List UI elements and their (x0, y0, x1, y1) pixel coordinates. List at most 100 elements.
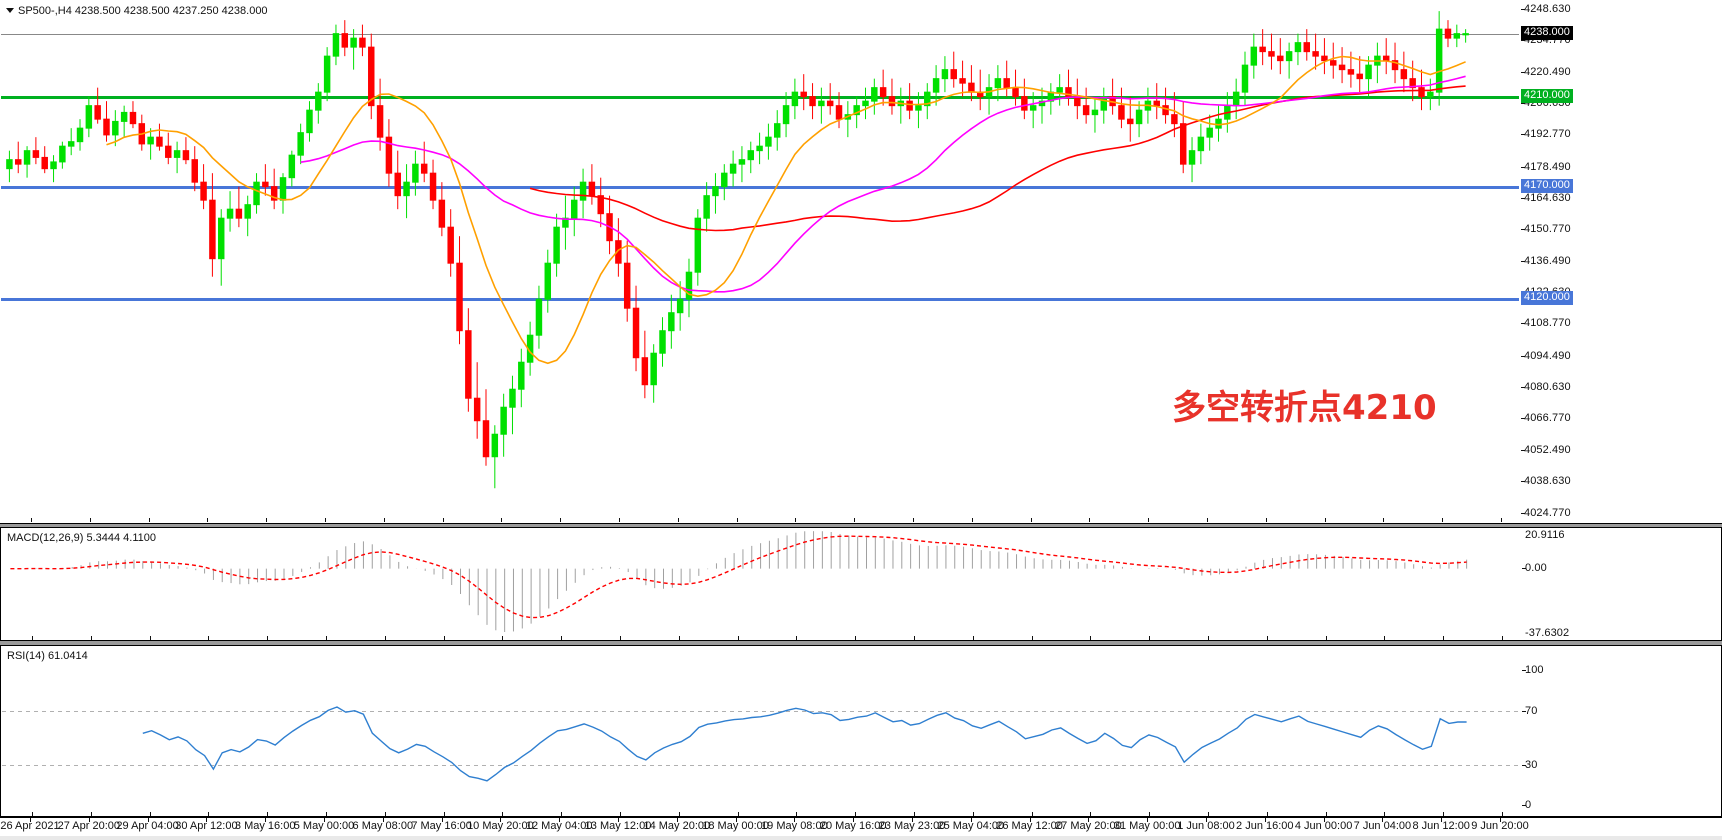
time-grid-mark (1207, 518, 1208, 522)
time-grid-mark (1149, 812, 1151, 816)
price-level-line-4120.000[interactable] (1, 298, 1519, 302)
time-tick-mark (1206, 818, 1207, 822)
price-tick-mark (1521, 166, 1525, 168)
time-tick-label: 23 May 23:00 (878, 820, 946, 832)
rsi-tick-label: 70 (1525, 704, 1538, 717)
rsi-label: RSI(14) 61.0414 (7, 650, 88, 662)
time-grid-mark (326, 812, 327, 816)
time-grid-mark (678, 812, 680, 816)
macd-label: MACD(12,26,9) 5.3444 4.1100 (7, 532, 156, 544)
time-grid-mark (795, 518, 797, 522)
price-tick-mark (1521, 197, 1525, 199)
time-grid-mark (90, 812, 92, 816)
time-tick-label: 1 Jun 08:00 (1177, 820, 1235, 832)
price-tick-mark (1521, 481, 1525, 483)
time-tick-mark (1088, 818, 1090, 822)
price-level-line-4170.000[interactable] (1, 185, 1519, 189)
time-tick-label: 4 Jun 00:00 (1294, 820, 1353, 832)
time-tick-mark (265, 818, 267, 822)
time-tick-label: 20 May 16:00 (819, 820, 887, 832)
panel-separator[interactable] (0, 524, 1722, 527)
macd-scale (1519, 528, 1721, 640)
time-tick-mark (441, 818, 443, 822)
time-grid-mark (384, 636, 386, 640)
time-tick-mark (1441, 818, 1443, 822)
time-grid-mark (208, 812, 210, 816)
price-tick-label: 4164.630 (1524, 191, 1571, 204)
time-grid-mark (914, 636, 915, 640)
price-badge-4210.000: 4210.000 (1521, 88, 1573, 103)
time-grid-mark (560, 518, 562, 522)
time-axis[interactable]: 26 Apr 2021 27 Apr 20:00 29 Apr 04:00 30 Ap… (0, 818, 1722, 840)
time-grid-mark (1383, 518, 1385, 522)
time-grid-mark (266, 518, 268, 522)
macd-tick-mark (1522, 567, 1526, 569)
time-tick-mark (30, 818, 31, 822)
price-level-line-4210.000[interactable] (1, 95, 1519, 99)
macd-plot-area[interactable] (2, 529, 1520, 640)
time-grid-mark (855, 636, 857, 640)
time-grid-mark (1148, 518, 1150, 522)
time-grid-mark (32, 812, 33, 816)
price-tick-label: 4108.770 (1524, 317, 1571, 330)
time-tick-label: 6 May 08:00 (352, 820, 414, 832)
time-grid-mark (1502, 812, 1503, 816)
time-grid-mark (737, 636, 739, 640)
time-grid-mark (796, 636, 798, 640)
time-grid-mark (854, 518, 856, 522)
candlestick-series (6, 11, 1469, 489)
time-grid-mark (1384, 636, 1386, 640)
time-grid-mark (502, 636, 504, 640)
price-tick-label: 4024.770 (1524, 506, 1571, 519)
macd-series (10, 531, 1468, 633)
time-grid-mark (90, 636, 92, 640)
time-tick-mark (1500, 818, 1501, 822)
price-tick-label: 4066.770 (1524, 411, 1571, 424)
symbol-header: SP500-,H4 4238.500 4238.500 4237.250 423… (6, 5, 268, 17)
symbol-header-text: SP500-,H4 4238.500 4238.500 4237.250 423… (18, 5, 268, 17)
time-grid-mark (1090, 636, 1092, 640)
time-grid-mark (1089, 518, 1091, 522)
time-grid-mark (972, 636, 974, 640)
time-tick-mark (88, 818, 90, 822)
time-tick-label: 10 May 20:00 (467, 820, 534, 832)
price-tick-mark (1521, 8, 1525, 10)
time-grid-mark (1442, 518, 1444, 522)
time-tick-label: 13 May 12:00 (584, 820, 652, 832)
time-grid-mark (796, 812, 798, 816)
time-grid-mark (32, 636, 33, 640)
panel-separator[interactable] (0, 641, 1722, 645)
time-tick-label: 18 May 00:00 (702, 820, 769, 832)
time-grid-mark (208, 636, 210, 640)
macd-panel: MACD(12,26,9) 5.3444 4.1100 20.9116 0.00 -… (0, 527, 1722, 641)
price-tick-mark (1521, 386, 1525, 388)
bottom-strip (0, 836, 1722, 840)
time-grid-mark (383, 518, 385, 522)
time-tick-mark (618, 818, 619, 822)
time-tick-mark (382, 818, 384, 822)
collapse-triangle-icon[interactable] (6, 7, 14, 13)
price-tick-mark (1521, 450, 1525, 452)
time-grid-mark (384, 812, 386, 816)
time-tick-mark (206, 818, 208, 822)
time-tick-mark (1147, 818, 1149, 822)
time-grid-mark (1266, 636, 1268, 640)
time-tick-label: 7 Jun 04:00 (1353, 820, 1412, 832)
price-plot-area[interactable] (1, 1, 1519, 522)
price-tick-label: 4178.490 (1524, 160, 1571, 173)
time-grid-mark (267, 812, 269, 816)
time-grid-mark (1502, 636, 1503, 640)
rsi-plot-area[interactable] (2, 647, 1520, 816)
time-grid-mark (1324, 518, 1326, 522)
time-grid-mark (619, 518, 620, 522)
price-level-line-4238.000[interactable] (1, 33, 1519, 35)
price-tick-mark (1521, 134, 1525, 136)
time-grid-mark (1501, 518, 1502, 522)
time-tick-mark (853, 818, 855, 822)
price-tick-mark (1521, 72, 1525, 74)
time-grid-mark (1443, 636, 1445, 640)
time-grid-mark (325, 518, 326, 522)
price-badge-4170.000: 4170.000 (1521, 178, 1573, 193)
price-tick-mark (1521, 228, 1525, 230)
